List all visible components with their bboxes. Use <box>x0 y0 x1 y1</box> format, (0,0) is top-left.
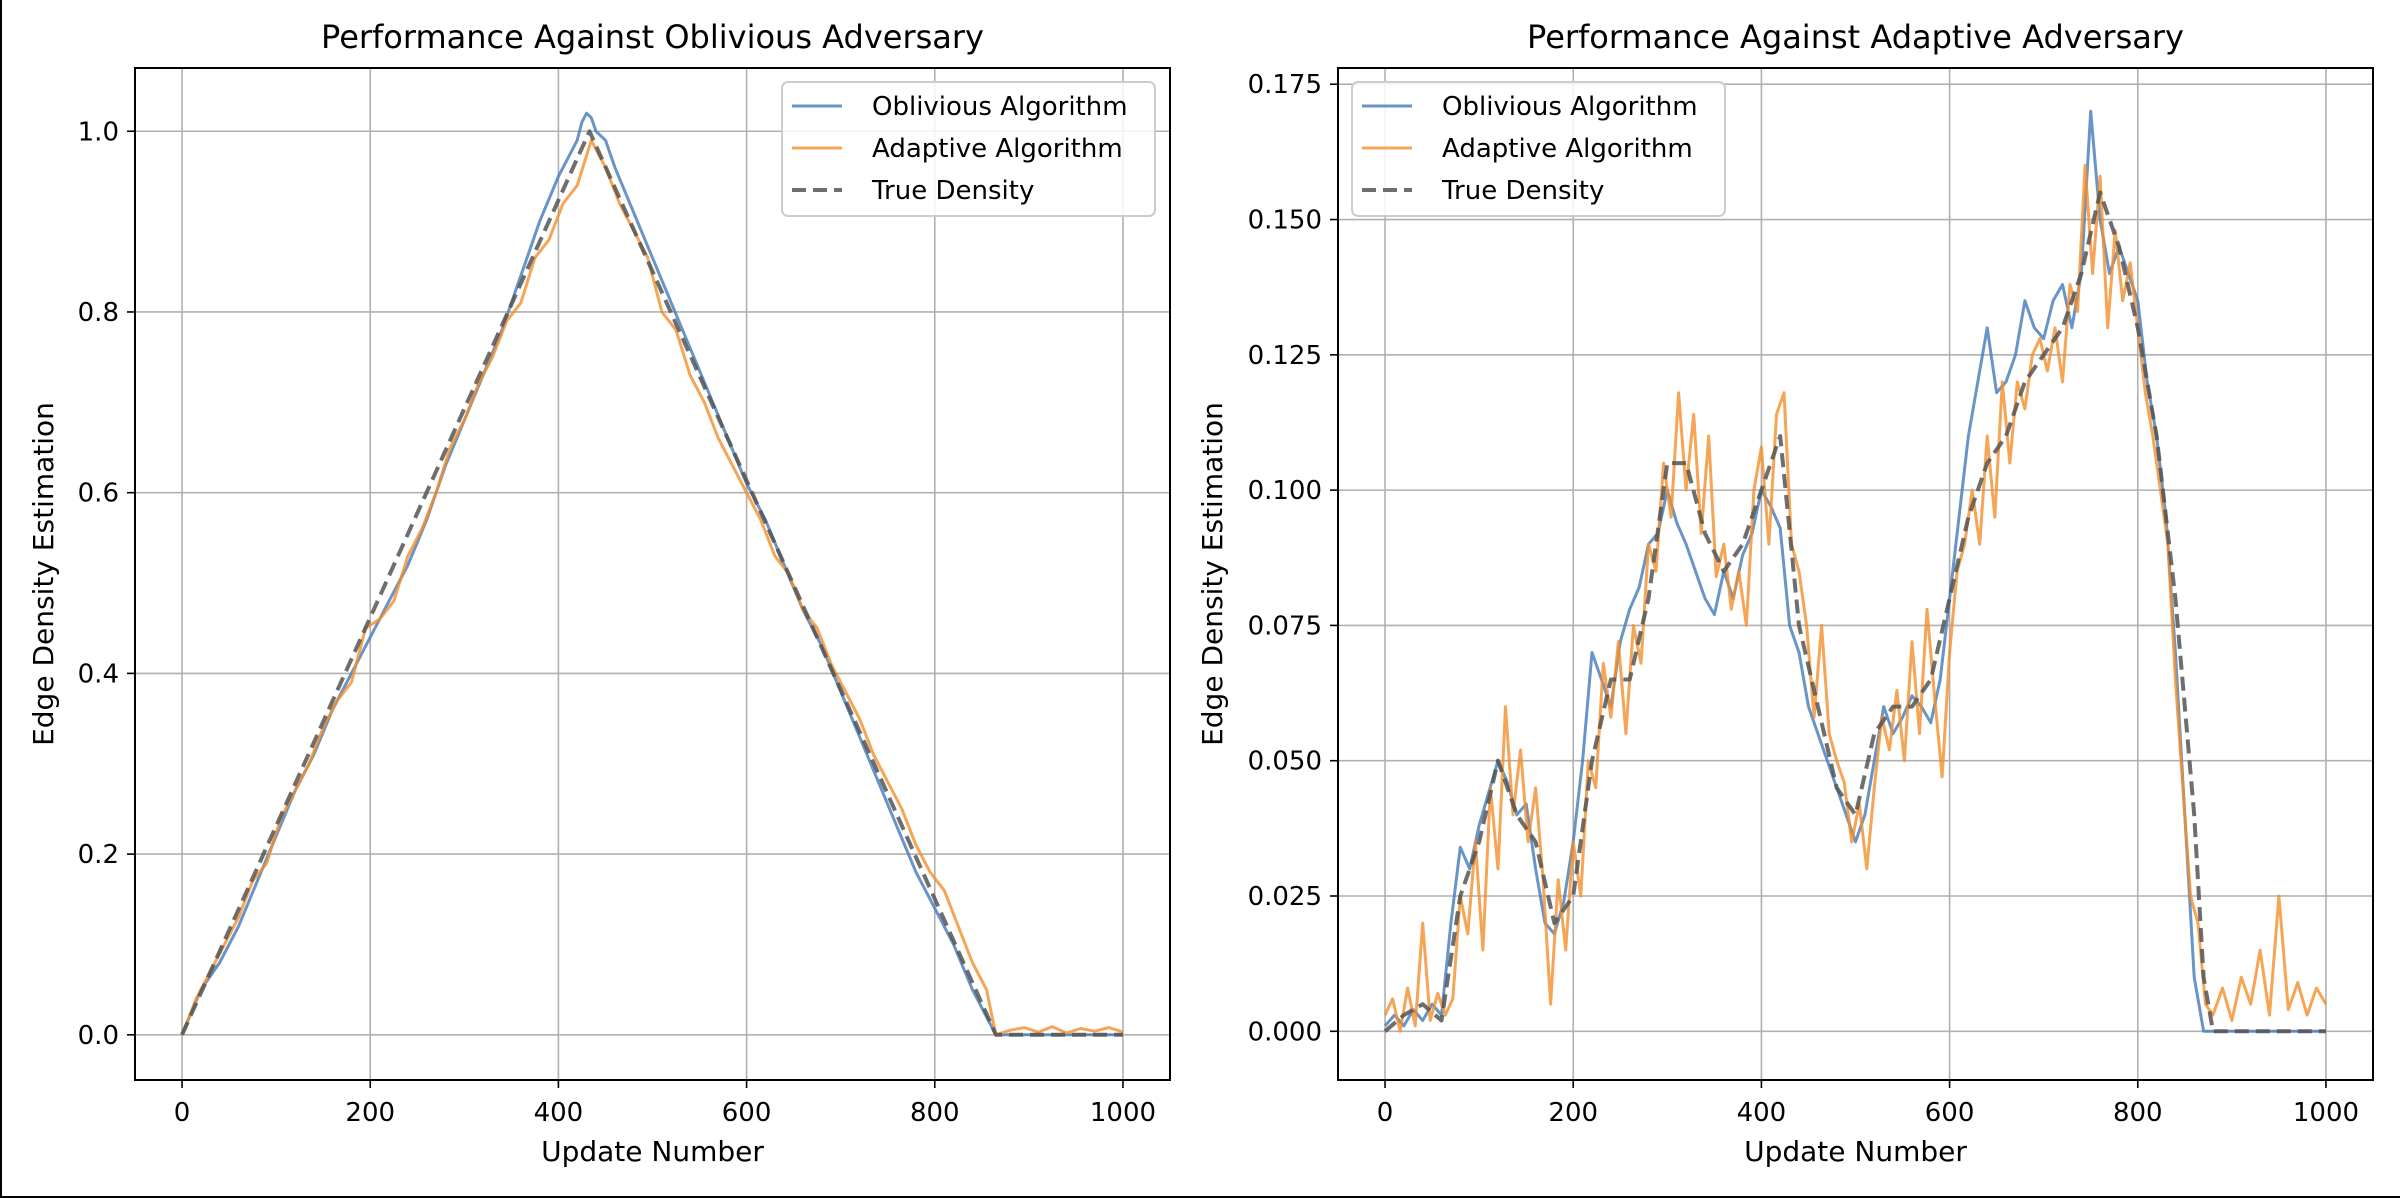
series-line-adaptive-algorithm <box>1383 163 2328 1033</box>
x-tick-label: 800 <box>910 1098 960 1128</box>
y-tick-label: 0.050 <box>1248 747 1322 777</box>
legend-frame <box>1351 81 1726 217</box>
x-tick-label: 200 <box>1548 1098 1598 1128</box>
figure-left-edge <box>0 0 2 1198</box>
y-tick-label: 0.8 <box>78 298 119 328</box>
axes-frame <box>134 67 1171 1081</box>
y-axis-label: Edge Density Estimation <box>1196 402 1229 746</box>
series-line-true-density <box>180 129 1123 1037</box>
series-line-oblivious-algorithm <box>1383 109 2326 1033</box>
x-tick-label: 400 <box>534 1098 584 1128</box>
x-tick-label: 800 <box>2113 1098 2163 1128</box>
y-tick-label: 0.100 <box>1248 476 1322 506</box>
y-tick-label: 1.0 <box>78 117 119 147</box>
y-tick-label: 0.000 <box>1248 1017 1322 1047</box>
axes-frame <box>1337 67 2374 1081</box>
legend-label: Oblivious Algorithm <box>872 92 1128 122</box>
y-tick-label: 0.0 <box>78 1021 119 1051</box>
legend-label: True Density <box>1441 176 1604 206</box>
legend-label: True Density <box>871 176 1034 206</box>
legend-label: Adaptive Algorithm <box>872 134 1123 164</box>
chart-title: Performance Against Oblivious Adversary <box>321 18 984 56</box>
x-tick-label: 0 <box>1377 1098 1394 1128</box>
x-tick-label: 1000 <box>2293 1098 2359 1128</box>
y-tick-label: 0.025 <box>1248 882 1322 912</box>
series-line-true-density <box>1383 190 2326 1034</box>
series-line-adaptive-algorithm <box>180 138 1124 1037</box>
y-tick-label: 0.150 <box>1248 206 1322 236</box>
y-tick-label: 0.6 <box>78 479 119 509</box>
y-tick-label: 0.075 <box>1248 611 1322 641</box>
legend: Oblivious Algorithm Adaptive Algorithm Tru… <box>781 81 1156 217</box>
legend-frame <box>781 81 1156 217</box>
y-tick-label: 0.4 <box>78 659 119 689</box>
chart-title: Performance Against Adaptive Adversary <box>1527 18 2184 56</box>
chart-adaptive-adversary: 0 200 400 600 800 1000 0.000 0.025 0.050 0.075 0.1… <box>1196 18 2374 1168</box>
x-tick-label: 400 <box>1737 1098 1787 1128</box>
x-tick-label: 600 <box>722 1098 772 1128</box>
x-tick-label: 200 <box>345 1098 395 1128</box>
y-tick-label: 0.175 <box>1248 70 1322 100</box>
series-line-oblivious-algorithm <box>180 111 1123 1037</box>
chart-oblivious-adversary: 0 200 400 600 800 1000 0.0 0.2 0.4 0.6 0.8 1.0 Perfo… <box>27 18 1171 1168</box>
x-axis-label: Update Number <box>541 1135 764 1168</box>
x-tick-label: 1000 <box>1090 1098 1156 1128</box>
figure-bottom-edge <box>0 1196 2400 1198</box>
legend-label: Oblivious Algorithm <box>1442 92 1698 122</box>
x-axis-label: Update Number <box>1744 1135 1967 1168</box>
x-tick-label: 0 <box>174 1098 191 1128</box>
y-axis-label: Edge Density Estimation <box>27 402 60 746</box>
legend: Oblivious Algorithm Adaptive Algorithm Tru… <box>1351 81 1726 217</box>
y-tick-label: 0.125 <box>1248 341 1322 371</box>
legend-label: Adaptive Algorithm <box>1442 134 1693 164</box>
x-tick-label: 600 <box>1925 1098 1975 1128</box>
y-tick-label: 0.2 <box>78 840 119 870</box>
